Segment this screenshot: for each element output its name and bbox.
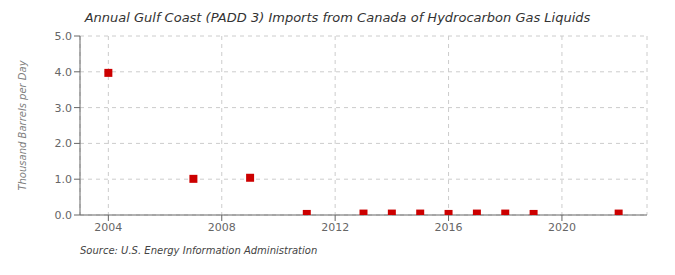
svg-text:Thousand Barrels per Day: Thousand Barrels per Day [17,59,28,190]
html-text:Source: U.S. Energy Informatio: Source: U.S. Energy Information Administ… [80,245,318,256]
svg-text:0.0: 0.0 [55,209,73,222]
svg-text:2.0: 2.0 [55,137,73,150]
svg-text:4.0: 4.0 [55,66,73,79]
svg-text:2012: 2012 [321,221,349,234]
html-text:Annual Gulf Coast (PADD 3) Imp: Annual Gulf Coast (PADD 3) Imports from … [84,10,591,25]
svg-text:2008: 2008 [208,221,236,234]
svg-text:2020: 2020 [548,221,576,234]
svg-text:1.0: 1.0 [55,173,73,186]
svg-text:2016: 2016 [435,221,463,234]
svg-text:3.0: 3.0 [55,102,73,115]
svg-text:2004: 2004 [94,221,122,234]
svg-text:5.0: 5.0 [55,30,73,43]
